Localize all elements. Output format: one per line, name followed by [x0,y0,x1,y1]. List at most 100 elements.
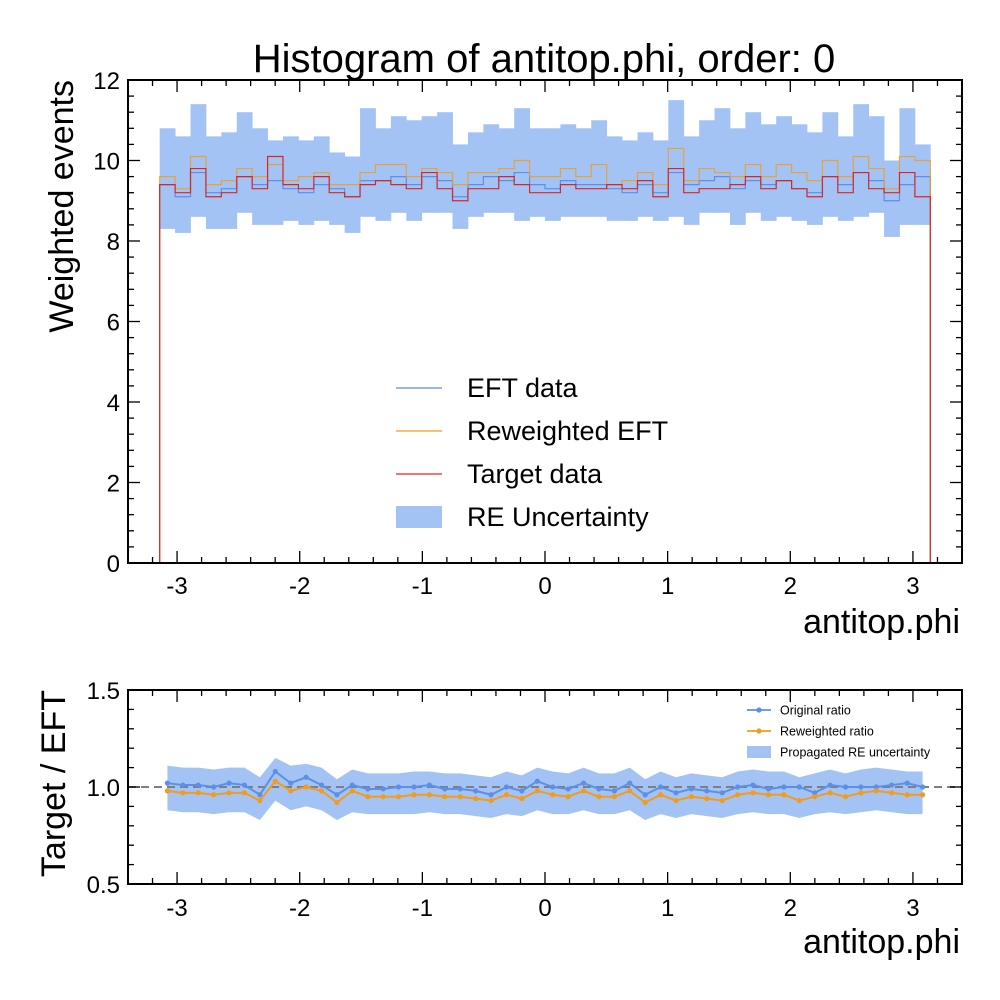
original-ratio-point [503,784,510,790]
reweighted-ratio-point [241,790,248,796]
histogram-x-tick-label: -3 [166,573,187,600]
uncertainty-band-bin [837,136,854,221]
original-ratio-point [904,780,910,786]
legend-label: RE Uncertainty [467,502,649,532]
uncertainty-band-bin [529,128,546,217]
reweighted-ratio-point [164,788,170,794]
original-ratio-point [211,784,217,790]
reweighted-ratio-point [519,796,525,802]
original-ratio-point [272,768,278,775]
legend-entry-eft-data: EFT data [396,373,579,403]
original-ratio-point [627,780,633,786]
chart-title: Histogram of antitop.phi, order: 0 [253,37,836,81]
uncertainty-band-bin [884,160,900,237]
original-ratio-point [473,788,479,794]
reweighted-ratio-point [288,788,294,794]
histogram-y-tick-label: 12 [93,68,120,95]
histogram-y-tick-label: 8 [107,229,120,256]
uncertainty-band-bin [853,104,870,217]
original-ratio-point [889,782,895,788]
histogram-x-tick-label: -2 [289,573,310,600]
uncertainty-band-bin [452,144,469,229]
legend-entry-original-ratio: Original ratio [747,704,851,718]
reweighted-ratio-point [920,792,926,798]
uncertainty-band-bin [652,140,669,221]
uncertainty-band-bin [668,100,685,217]
uncertainty-band-bin [591,120,608,217]
uncertainty-band-bin [560,124,577,217]
original-ratio-point [704,788,710,794]
histogram-x-tick-label: 0 [538,573,551,600]
original-ratio-point [457,786,463,792]
legend-label: Original ratio [780,704,851,718]
original-ratio-point [164,780,170,786]
propagated-uncertainty-band [167,757,923,820]
original-ratio-point [642,792,648,798]
legend-label: Propagated RE uncertainty [780,746,931,760]
original-ratio-point [765,786,772,792]
histogram-x-tick-label: 3 [906,573,919,600]
reweighted-ratio-point [211,792,217,798]
ratio-x-tick-label: -3 [166,895,187,922]
uncertainty-band-bin [437,112,453,213]
original-ratio-point [288,780,294,786]
reweighted-ratio-point [303,784,309,790]
reweighted-ratio-point [688,794,695,800]
histogram-x-tick-label: 2 [784,573,797,600]
original-ratio-point [303,774,309,780]
ratio-y-tick-label: 1.5 [87,678,120,705]
ratio-panel: -3 -2 -1 0 1 2 3 0.5 1.0 1.5 Original ratio Reweigh… [35,678,963,961]
reweighted-ratio-point [411,792,417,798]
uncertainty-band-bin [714,108,731,213]
original-ratio-point [534,778,540,784]
uncertainty-band-bin [236,112,253,213]
reweighted-ratio-point [534,788,540,794]
original-ratio-point [318,782,325,788]
uncertainty-band-bin [483,124,500,213]
uncertainty-band-bin [406,120,423,221]
reweighted-ratio-point [457,794,463,800]
reweighted-ratio-point [704,796,710,802]
original-ratio-point [580,780,587,786]
reweighted-ratio-point [565,794,571,800]
reweighted-ratio-line [167,779,923,804]
reweighted-ratio-point [627,788,633,794]
original-ratio-point [488,792,494,798]
reweighted-ratio-point [873,788,879,794]
ratio-x-tick-label: 3 [906,895,919,922]
histogram-x-tick-label: -1 [412,573,433,600]
original-ratio-point [550,784,556,790]
legend-entry-reweighted-ratio: Reweighted ratio [747,725,874,739]
reweighted-ratio-point [380,794,386,800]
legend-label: Reweighted EFT [467,416,668,446]
uncertainty-band-bin [205,136,222,229]
reweighted-ratio-point [442,794,448,800]
reweighted-ratio-point [673,797,679,804]
uncertainty-band-bin [344,156,361,233]
histogram-x-axis-label: antitop.phi [803,603,960,641]
legend-marker [756,728,762,734]
original-ratio-point [750,782,756,788]
uncertainty-band-bin [699,120,715,213]
reweighted-ratio-point [611,794,617,800]
histogram-y-axis-label: Weighted events [43,80,81,333]
uncertainty-band-bin [421,116,438,213]
reweighted-ratio-point [488,797,494,804]
reweighted-ratio-point [827,790,833,796]
ratio-x-tick-label: 2 [784,895,797,922]
uncertainty-band-bin [822,112,839,217]
reweighted-ratio-point [657,792,664,798]
ratio-y-tick-label: 1.0 [87,775,120,802]
uncertainty-band-bin [467,132,484,217]
reweighted-ratio-point [858,790,864,796]
legend-entry-propagated-uncertainty: Propagated RE uncertainty [747,746,931,760]
legend-swatch [747,746,771,758]
reweighted-ratio-point [272,778,278,784]
uncertainty-band-bin [175,136,191,233]
reweighted-ratio-point [195,790,201,796]
uncertainty-band-bin [868,116,885,213]
uncertainty-band-bin [807,132,823,225]
ratio-x-tick-label: 1 [661,895,674,922]
reweighted-ratio-point [365,794,371,800]
